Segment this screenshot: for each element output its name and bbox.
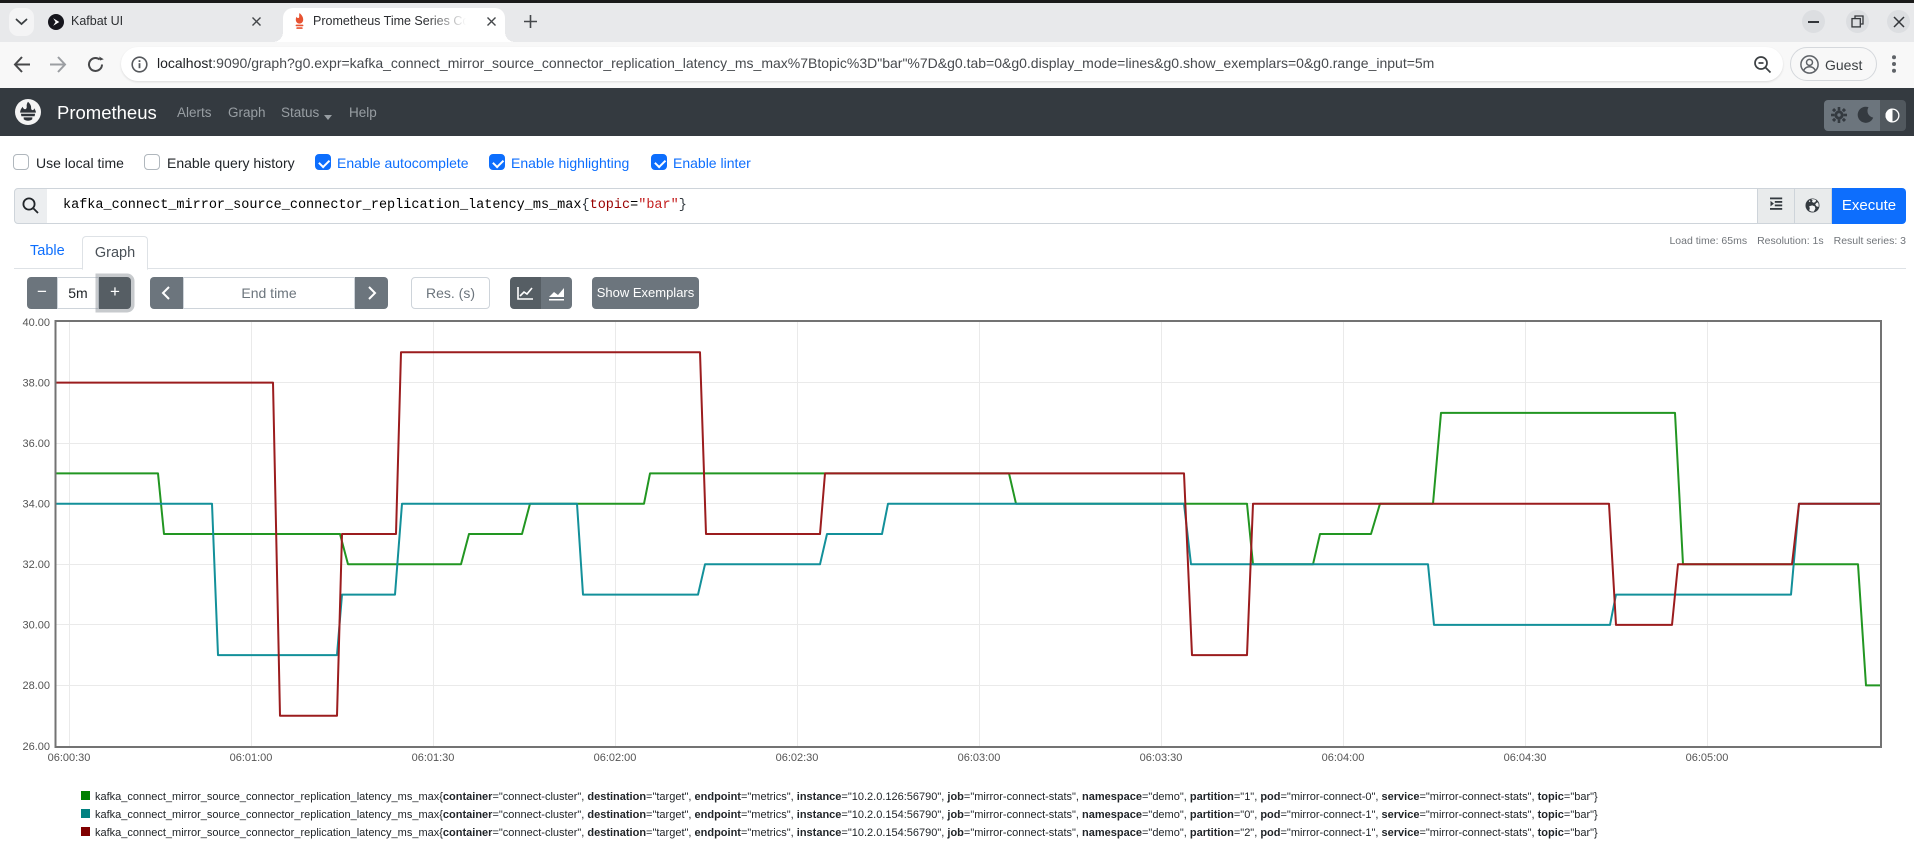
svg-text:06:00:30: 06:00:30	[48, 752, 91, 764]
svg-text:32.00: 32.00	[22, 559, 50, 571]
svg-text:28.00: 28.00	[22, 680, 50, 692]
svg-text:36.00: 36.00	[22, 438, 50, 450]
svg-text:06:02:30: 06:02:30	[776, 752, 819, 764]
svg-text:26.00: 26.00	[22, 741, 50, 753]
svg-text:40.00: 40.00	[22, 317, 50, 329]
svg-text:06:03:30: 06:03:30	[1140, 752, 1183, 764]
svg-text:06:05:00: 06:05:00	[1686, 752, 1729, 764]
svg-text:30.00: 30.00	[22, 620, 50, 632]
svg-text:06:02:00: 06:02:00	[594, 752, 637, 764]
svg-text:06:01:00: 06:01:00	[230, 752, 273, 764]
svg-text:34.00: 34.00	[22, 499, 50, 511]
svg-text:06:03:00: 06:03:00	[958, 752, 1001, 764]
svg-text:06:04:00: 06:04:00	[1322, 752, 1365, 764]
svg-text:06:01:30: 06:01:30	[412, 752, 455, 764]
svg-text:38.00: 38.00	[22, 378, 50, 390]
svg-text:06:04:30: 06:04:30	[1504, 752, 1547, 764]
